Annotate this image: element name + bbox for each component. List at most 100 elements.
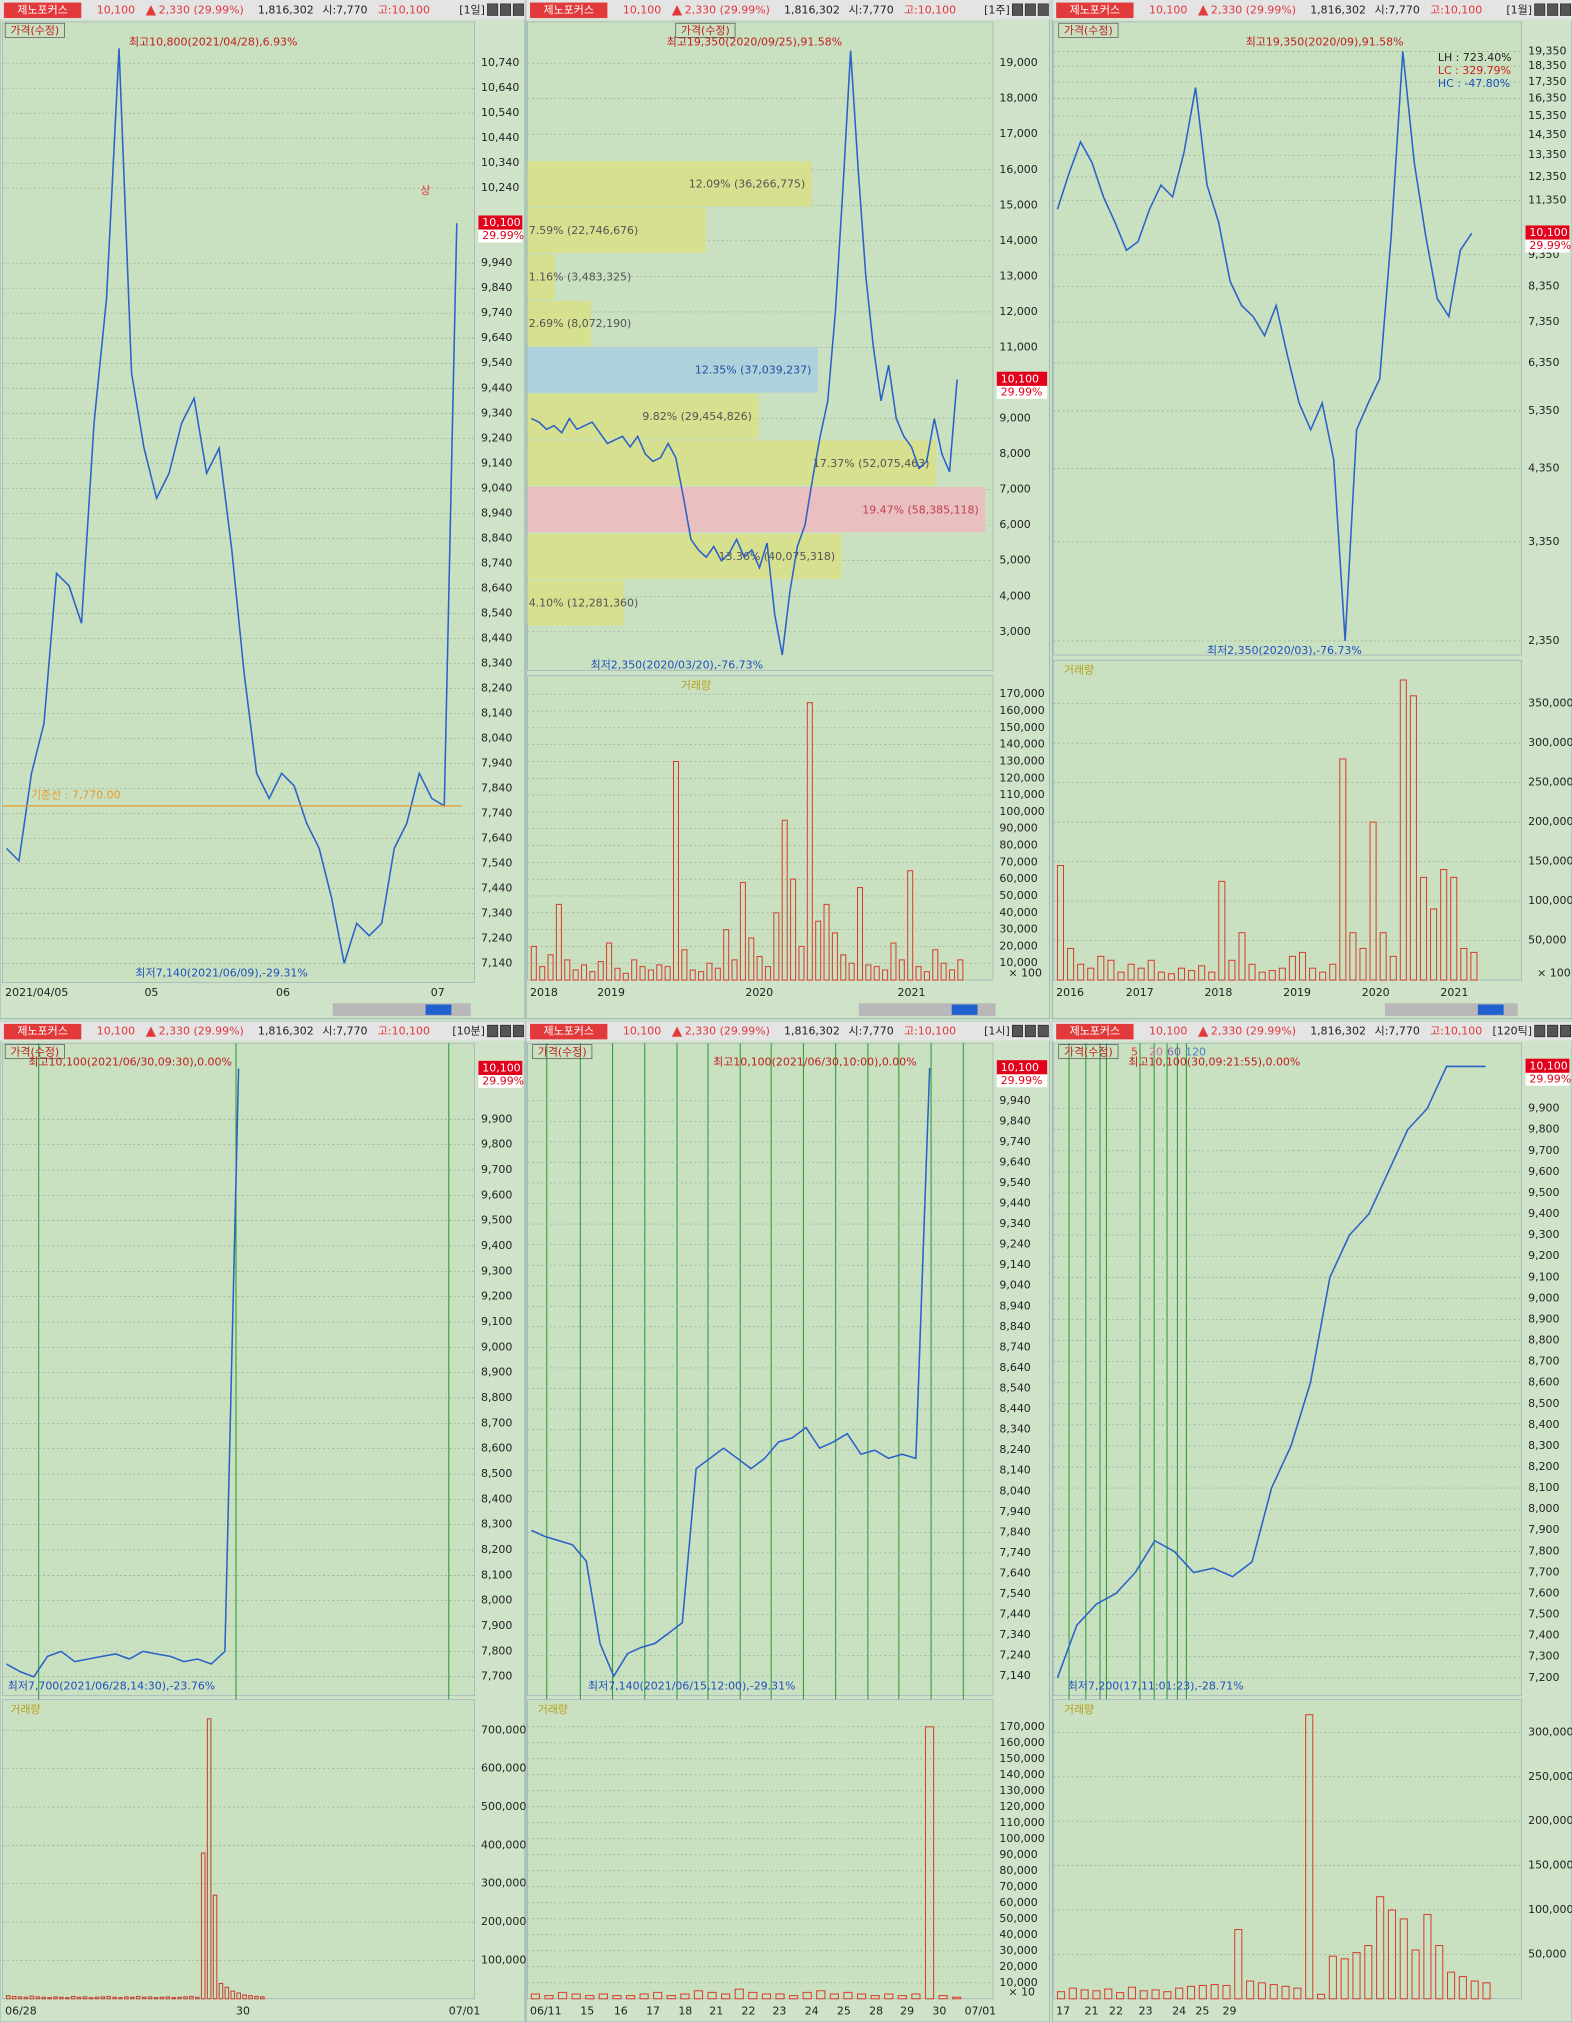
volume-bar	[41, 1996, 46, 2000]
y-tick-label: 120,000	[999, 1800, 1044, 1813]
volume-bar	[1458, 1976, 1467, 2000]
volume-bar	[1188, 970, 1196, 981]
y-tick-label: 50,000	[999, 1912, 1037, 1925]
pct-tag	[1525, 1072, 1570, 1086]
scroll-thumb[interactable]	[1477, 1004, 1504, 1015]
volume-bar	[564, 959, 571, 981]
pct-tag	[478, 229, 523, 243]
y-tick-label: 90,000	[999, 822, 1037, 835]
y-tick-label: 40,000	[999, 1928, 1037, 1941]
scroll-thumb[interactable]	[425, 1004, 452, 1015]
window-button[interactable]	[512, 1024, 524, 1038]
volume-bar	[70, 1995, 76, 2000]
volume-bar	[664, 966, 671, 981]
volume-bar	[1470, 951, 1478, 981]
volume-bar	[734, 1988, 744, 2000]
volume-bar	[1139, 1990, 1148, 2000]
window-button[interactable]	[487, 1024, 499, 1038]
window-button[interactable]	[1547, 1024, 1559, 1038]
change-pct: (29.99%)	[1246, 3, 1296, 16]
stock-name: 제노포커스	[544, 1025, 594, 1038]
y-tick-label: 15,350	[1528, 109, 1566, 122]
volume-bar	[1339, 758, 1347, 981]
volume-bar	[1077, 963, 1085, 981]
price-tag-pct: 29.99%	[1529, 239, 1571, 252]
window-button[interactable]	[512, 3, 524, 16]
volume-bar	[218, 1982, 224, 2000]
price-label-box	[4, 1044, 65, 1060]
y-tick-label: 8,500	[481, 1467, 512, 1480]
y-tick-label: 9,700	[1528, 1144, 1559, 1157]
volume-bar	[242, 1994, 247, 2000]
volume-profile-label: 13.36% (40,075,318)	[719, 550, 836, 563]
y-tick-label: 70,000	[999, 1880, 1037, 1893]
y-tick-label: 9,800	[481, 1138, 512, 1151]
window-button[interactable]	[1024, 3, 1036, 16]
volume-bar	[723, 929, 730, 981]
scroll-thumb[interactable]	[951, 1004, 978, 1015]
volume-bar	[848, 962, 855, 981]
window-button[interactable]	[1011, 1024, 1023, 1038]
volume-bar	[100, 1996, 106, 2000]
open-price: 시:7,770	[322, 1025, 367, 1038]
change: 2,330	[685, 3, 716, 16]
y-tick-label: 13,350	[1528, 148, 1566, 161]
window-button[interactable]	[500, 3, 512, 16]
window-button[interactable]	[1534, 1024, 1546, 1038]
low-annotation: 최저7,700(2021/06/28,14:30),-23.76%	[8, 1680, 215, 1693]
current-price: 10,100	[1149, 1025, 1187, 1038]
volume-bar	[856, 887, 864, 981]
volume-bar	[1460, 947, 1468, 981]
y-tick-label: 9,940	[481, 256, 512, 269]
window-button[interactable]	[1560, 3, 1572, 16]
volume-bar	[589, 971, 596, 981]
volume-bar	[884, 1993, 894, 2000]
y-tick-label: 110,000	[999, 788, 1044, 801]
y-tick-label: 10,000	[999, 956, 1037, 969]
x-tick-label: 2020	[745, 986, 773, 999]
price-tag	[478, 215, 523, 230]
window-button[interactable]	[1037, 3, 1049, 16]
price-line	[6, 1068, 240, 1678]
stock-name: 제노포커스	[544, 3, 594, 16]
y-tick-label: 30,000	[999, 1944, 1037, 1957]
window-button[interactable]	[1037, 1024, 1049, 1038]
volume-bar	[1257, 1982, 1266, 2000]
volume-bar	[815, 920, 822, 981]
volume-bar	[1222, 1984, 1231, 2000]
window-button[interactable]	[1024, 1024, 1036, 1038]
y-tick-label: 130,000	[999, 1784, 1044, 1797]
window-button[interactable]	[487, 3, 499, 16]
window-button[interactable]	[1547, 3, 1559, 16]
volume-bar	[721, 1993, 731, 2000]
window-button[interactable]	[1560, 1024, 1572, 1038]
volume-bar	[748, 937, 755, 981]
volume-bar	[1080, 1989, 1089, 2000]
volume-bar	[35, 1996, 41, 2000]
volume-bar	[1340, 1958, 1349, 2000]
y-tick-label: 8,040	[481, 731, 512, 744]
y-tick-label: 100,000	[1528, 894, 1572, 907]
x-tick-label: 2020	[1362, 986, 1390, 999]
volume-bar	[938, 1995, 948, 2000]
volume-bar	[1167, 973, 1175, 981]
window-button[interactable]	[1011, 3, 1023, 16]
volume-bar	[530, 945, 537, 981]
volume-bar	[1258, 971, 1266, 981]
x-tick-label: 15	[580, 2005, 594, 2018]
y-tick-label: 8,740	[999, 1340, 1030, 1353]
window-button[interactable]	[500, 1024, 512, 1038]
y-tick-label: 7,800	[1528, 1544, 1559, 1557]
volume-bar	[761, 1993, 772, 2000]
window-button[interactable]	[1534, 3, 1546, 16]
y-tick-label: 8,700	[1528, 1355, 1559, 1368]
high-annotation: 최고19,350(2020/09/25),91.58%	[667, 36, 842, 49]
y-tick-label: 14,000	[999, 234, 1037, 247]
volume-unit: × 10	[1008, 1985, 1035, 1998]
volume-bar	[47, 1997, 52, 2000]
stat-line: HC : -47.80%	[1438, 77, 1510, 90]
y-tick-label: 18,350	[1528, 59, 1566, 72]
y-tick-label: 150,000	[1528, 1859, 1572, 1872]
volume-bar	[1387, 1909, 1397, 2000]
change-pct: (29.99%)	[193, 1025, 243, 1038]
